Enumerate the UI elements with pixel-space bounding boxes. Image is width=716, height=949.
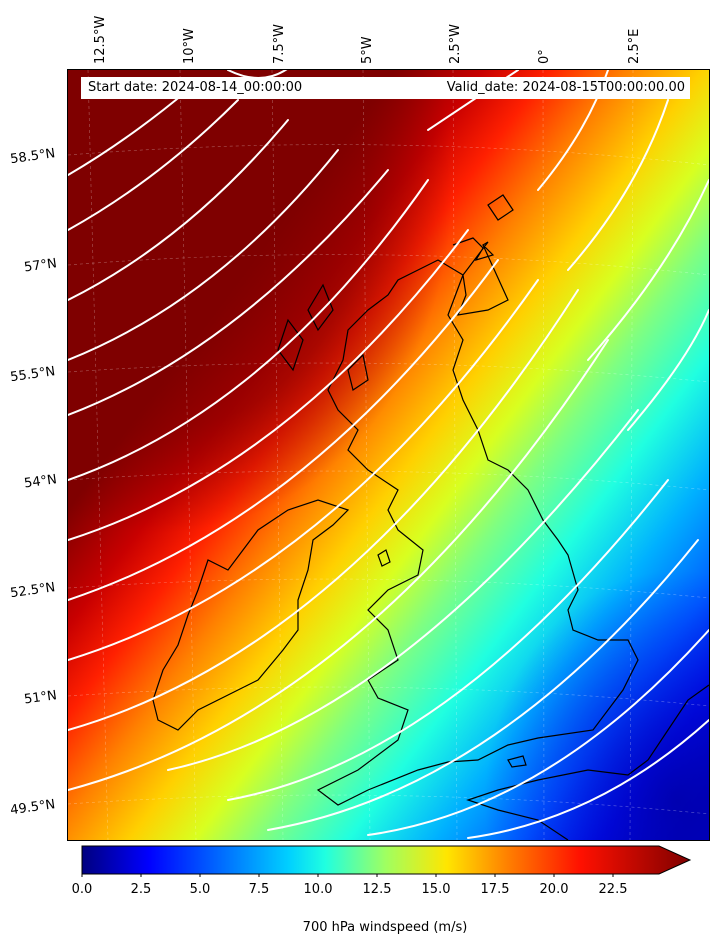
lat-label-52p5n: 52.5°N [9,580,57,602]
graticule [68,70,709,840]
coast-isle-of-man [377,549,391,567]
lat-label-57n: 57°N [23,256,58,276]
colorbar-tick-label: 17.5 [480,882,510,897]
streamline [167,409,639,771]
calm-region [68,70,709,840]
colorbar-tick-label: 15.0 [421,882,451,897]
streamline [627,309,709,431]
colorbar-tick-label: 0.0 [71,882,93,897]
lon-label-2p5w: 2.5°W [448,23,463,64]
coast-orkney [487,194,514,221]
map-panel [67,69,710,841]
colorbar-tick-label: 10.0 [303,882,333,897]
streamline [68,169,389,416]
colorbar [81,845,692,877]
colorbar-tick-label: 12.5 [362,882,392,897]
date-info-box: Start date: 2024-08-14_00:00:00 Valid_da… [81,77,690,99]
streamline [68,89,189,176]
lat-label-55p5n: 55.5°N [9,364,57,386]
colorbar-label: 700 hPa windspeed (m/s) [302,920,468,935]
coast-isle-of-wight [507,755,527,768]
lat-label-58p5n: 58.5°N [9,146,57,168]
streamline [68,119,289,301]
start-date-text: Start date: 2024-08-14_00:00:00 [88,80,303,95]
streamline [587,179,709,361]
streamline [68,179,429,481]
streamline [227,479,669,801]
colorbar-tick-label: 5.0 [189,882,211,897]
lon-label-7p5w: 7.5°W [272,23,287,64]
coastlines [152,194,709,840]
lon-label-12p5w: 12.5°W [93,15,108,64]
streamline [267,539,699,831]
coast-ireland [152,499,350,731]
lon-label-10w: 10°W [182,28,197,64]
lon-label-0: 0° [537,49,552,64]
streamline [567,99,669,271]
streamline [367,629,709,836]
coast-great-britain [316,237,639,806]
coast-france [466,684,709,840]
coast-hebrides [277,283,369,391]
lat-label-51n: 51°N [23,688,58,708]
colorbar-tick-label: 7.5 [248,882,270,897]
valid-date-text: Valid_date: 2024-08-15T00:00:00.00 [446,80,685,95]
streamline [68,259,499,601]
streamlines [68,70,709,839]
colorbar-tick-label: 22.5 [598,882,628,897]
lon-label-2p5e: 2.5°E [627,28,642,64]
colorbar-tick-label: 2.5 [130,882,152,897]
streamline [68,149,339,361]
streamline [68,289,579,731]
streamline [68,229,469,541]
colorbar-tick-label: 20.0 [539,882,569,897]
colorbar-ticks [81,874,614,877]
streamline [68,99,239,231]
streamline [467,719,709,839]
lon-label-5w: 5°W [360,36,375,64]
lat-label-49p5n: 49.5°N [9,797,57,819]
colorbar-bar [81,845,692,875]
streamline [68,339,609,791]
wind-map [68,70,709,840]
lat-label-54n: 54°N [23,472,58,492]
streamline [68,279,539,661]
